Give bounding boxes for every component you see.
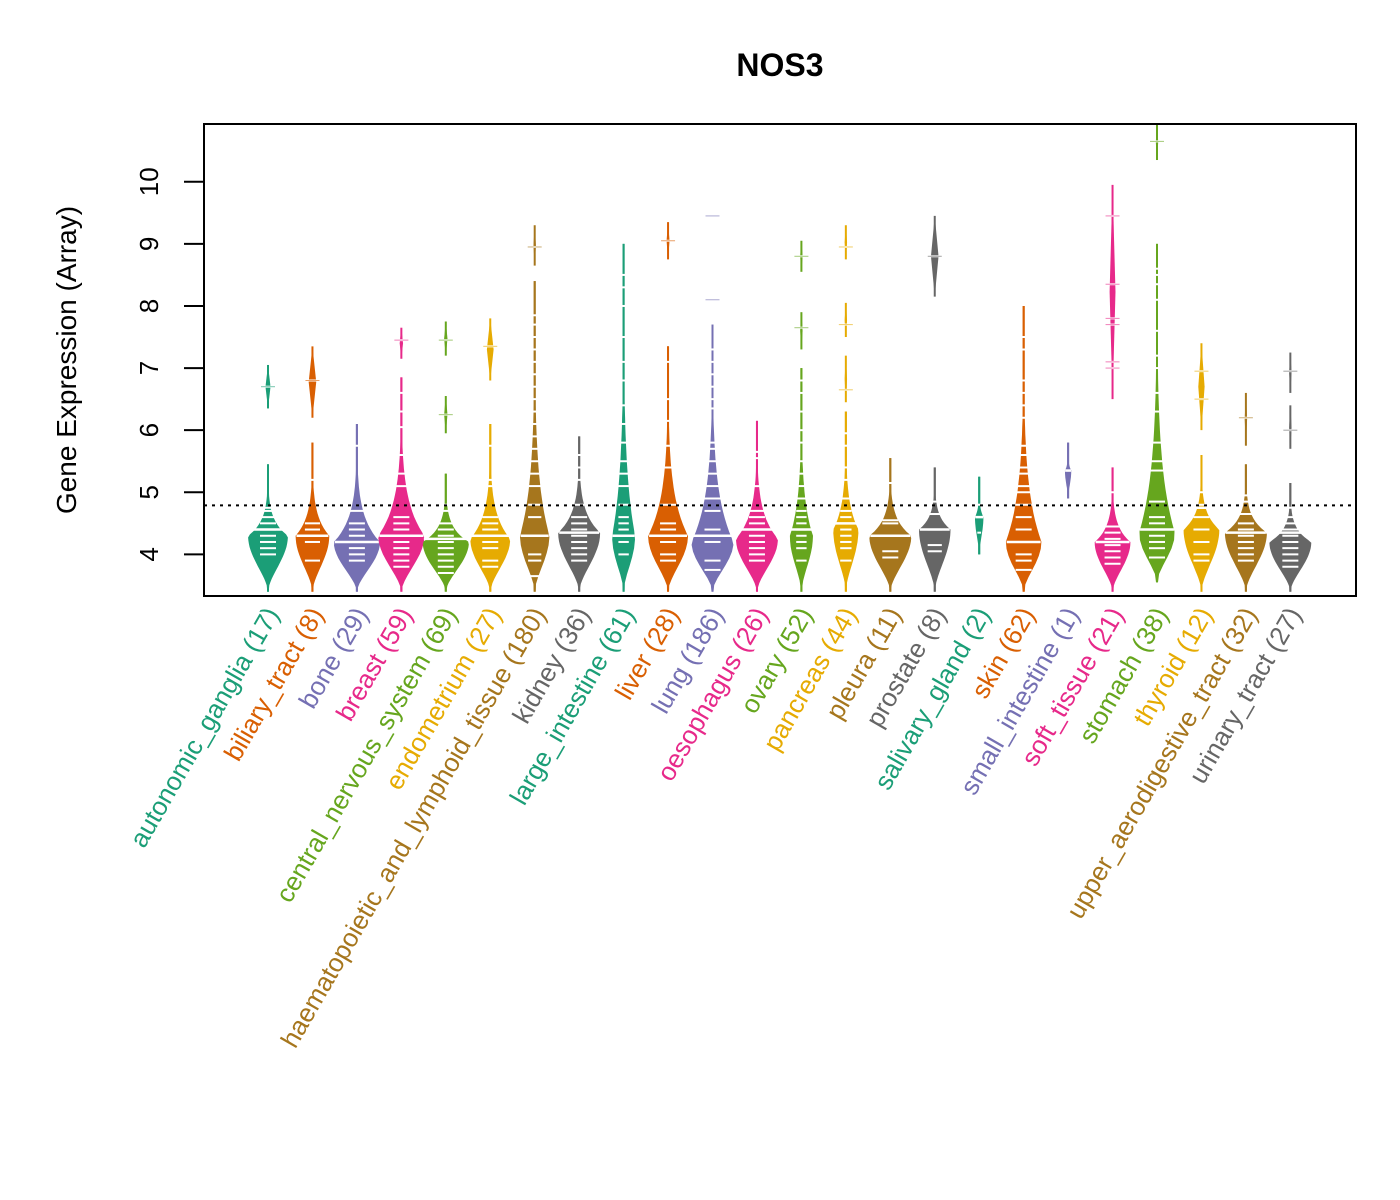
violin-body	[648, 346, 688, 592]
violin-outlier-segment	[1109, 184, 1116, 400]
violin-body	[869, 458, 912, 592]
violin-salivary-gland	[975, 476, 984, 555]
violin-body	[1224, 464, 1267, 592]
violin-body	[789, 368, 813, 592]
violin-prostate	[919, 215, 951, 592]
violin-outlier-segment	[1198, 343, 1205, 431]
violin-endometrium	[470, 318, 511, 592]
y-tick-label: 6	[134, 423, 164, 437]
violin-outlier-segment	[308, 346, 317, 418]
violin-body	[833, 411, 859, 592]
violin-outlier-segment	[844, 302, 848, 338]
violin-outlier-segment	[533, 225, 536, 266]
violin-small-intestine	[1064, 442, 1072, 499]
violin-central-nervous-system	[422, 321, 469, 592]
violin-body	[248, 464, 288, 592]
y-tick-label: 4	[134, 547, 164, 561]
violin-outlier-segment	[1289, 352, 1292, 393]
violin-haematopoietic-and-lymphoid-tissue	[520, 225, 550, 592]
violin-upper-aerodigestive-tract	[1224, 392, 1267, 592]
violin-body	[422, 473, 469, 592]
violin-pancreas	[833, 225, 859, 592]
violin-body	[334, 424, 380, 592]
violin-body	[691, 324, 734, 592]
violin-liver	[648, 222, 688, 592]
violin-outlier-segment	[486, 318, 494, 381]
violin-body	[975, 476, 984, 555]
violin-outlier-segment	[800, 312, 803, 350]
violin-thyroid	[1183, 343, 1220, 592]
violin-body	[1183, 455, 1220, 592]
y-axis-label: Gene Expression (Array)	[51, 206, 82, 514]
violin-body	[295, 442, 330, 592]
violin-pleura	[869, 458, 912, 592]
violin-autonomic-ganglia	[248, 364, 288, 592]
violin-outlier-segment	[1289, 405, 1292, 449]
violin-body	[470, 424, 511, 592]
violin-large-intestine	[612, 243, 635, 592]
violin-biliary-tract	[295, 346, 330, 592]
violin-soft-tissue	[1094, 184, 1131, 592]
y-tick-label: 8	[134, 299, 164, 313]
violin-breast	[378, 327, 425, 592]
violin-outlier-segment	[844, 225, 848, 260]
violin-urinary-tract	[1269, 352, 1312, 592]
x-axis-labels: autonomic_ganglia (17)biliary_tract (8)b…	[123, 602, 1307, 1053]
violin-skin	[1005, 305, 1042, 592]
plot-frame	[203, 123, 1357, 597]
chart-title: NOS3	[736, 47, 823, 83]
violin-body	[378, 377, 425, 592]
y-axis: 4 5 6 7 8 9 10	[134, 167, 205, 562]
y-tick-label: 5	[134, 485, 164, 499]
y-tick-label: 10	[134, 167, 164, 196]
violin-body	[1139, 243, 1175, 583]
violin-outlier-segment	[444, 321, 448, 356]
violin-bone	[334, 423, 380, 592]
violin-body	[1269, 483, 1312, 592]
violin-outlier-segment	[399, 327, 404, 359]
violin-ovary	[789, 240, 813, 592]
violins-layer	[248, 124, 1312, 592]
violin-stomach	[1139, 124, 1175, 583]
violin-lung	[691, 214, 734, 592]
violin-kidney	[558, 436, 601, 592]
y-tick-label: 9	[134, 237, 164, 251]
violin-body	[558, 436, 601, 592]
violin-body	[612, 243, 635, 592]
violin-outlier-segment	[1244, 392, 1248, 446]
violin-body	[1094, 467, 1131, 592]
y-tick-label: 7	[134, 361, 164, 375]
violin-body	[1005, 306, 1042, 592]
